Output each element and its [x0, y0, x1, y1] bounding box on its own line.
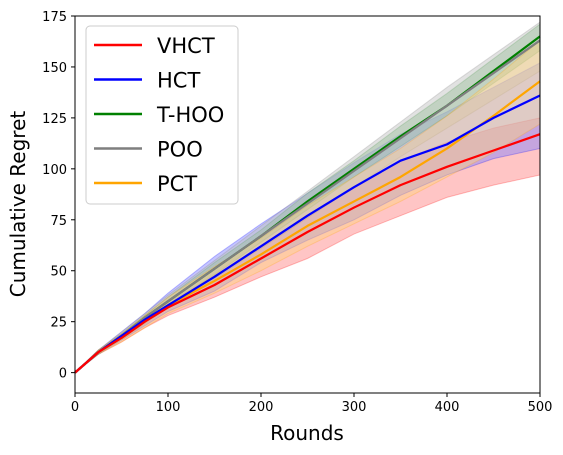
x-tick-label: 400: [435, 400, 460, 415]
plot-frame: [74, 15, 541, 394]
x-axis-ticks: 0 100 200 300 400 500: [71, 393, 553, 415]
y-tick-label: 175: [42, 10, 67, 25]
x-tick-label: 200: [249, 400, 274, 415]
legend-label-hct: HCT: [157, 69, 200, 93]
x-tick-label: 300: [342, 400, 367, 415]
y-tick-label: 50: [50, 265, 67, 280]
legend-label-vhct: VHCT: [157, 34, 215, 58]
x-axis-label: Rounds: [270, 421, 344, 445]
legend-label-pct: PCT: [157, 172, 197, 196]
y-axis-ticks: 0 25 50 75 100 125 150 175: [42, 10, 75, 382]
x-tick-label: 100: [156, 400, 181, 415]
series-lines: [74, 35, 541, 374]
y-tick-label: 75: [50, 214, 67, 229]
x-tick-label: 500: [528, 400, 553, 415]
y-axis-label: Cumulative Regret: [6, 111, 30, 298]
line-hct: [74, 94, 541, 374]
y-tick-label: 150: [42, 61, 67, 76]
line-vhct: [74, 133, 541, 374]
legend-box: [85, 25, 239, 205]
x-tick-label: 0: [71, 400, 79, 415]
y-tick-label: 100: [42, 163, 67, 178]
legend-label-poo: POO: [157, 138, 203, 162]
legend-label-t-hoo: T-HOO: [156, 103, 224, 127]
y-tick-label: 0: [59, 367, 67, 382]
y-tick-label: 25: [50, 316, 67, 331]
legend: VHCT HCT T-HOO POO PCT: [85, 25, 239, 205]
y-tick-label: 125: [42, 112, 67, 127]
